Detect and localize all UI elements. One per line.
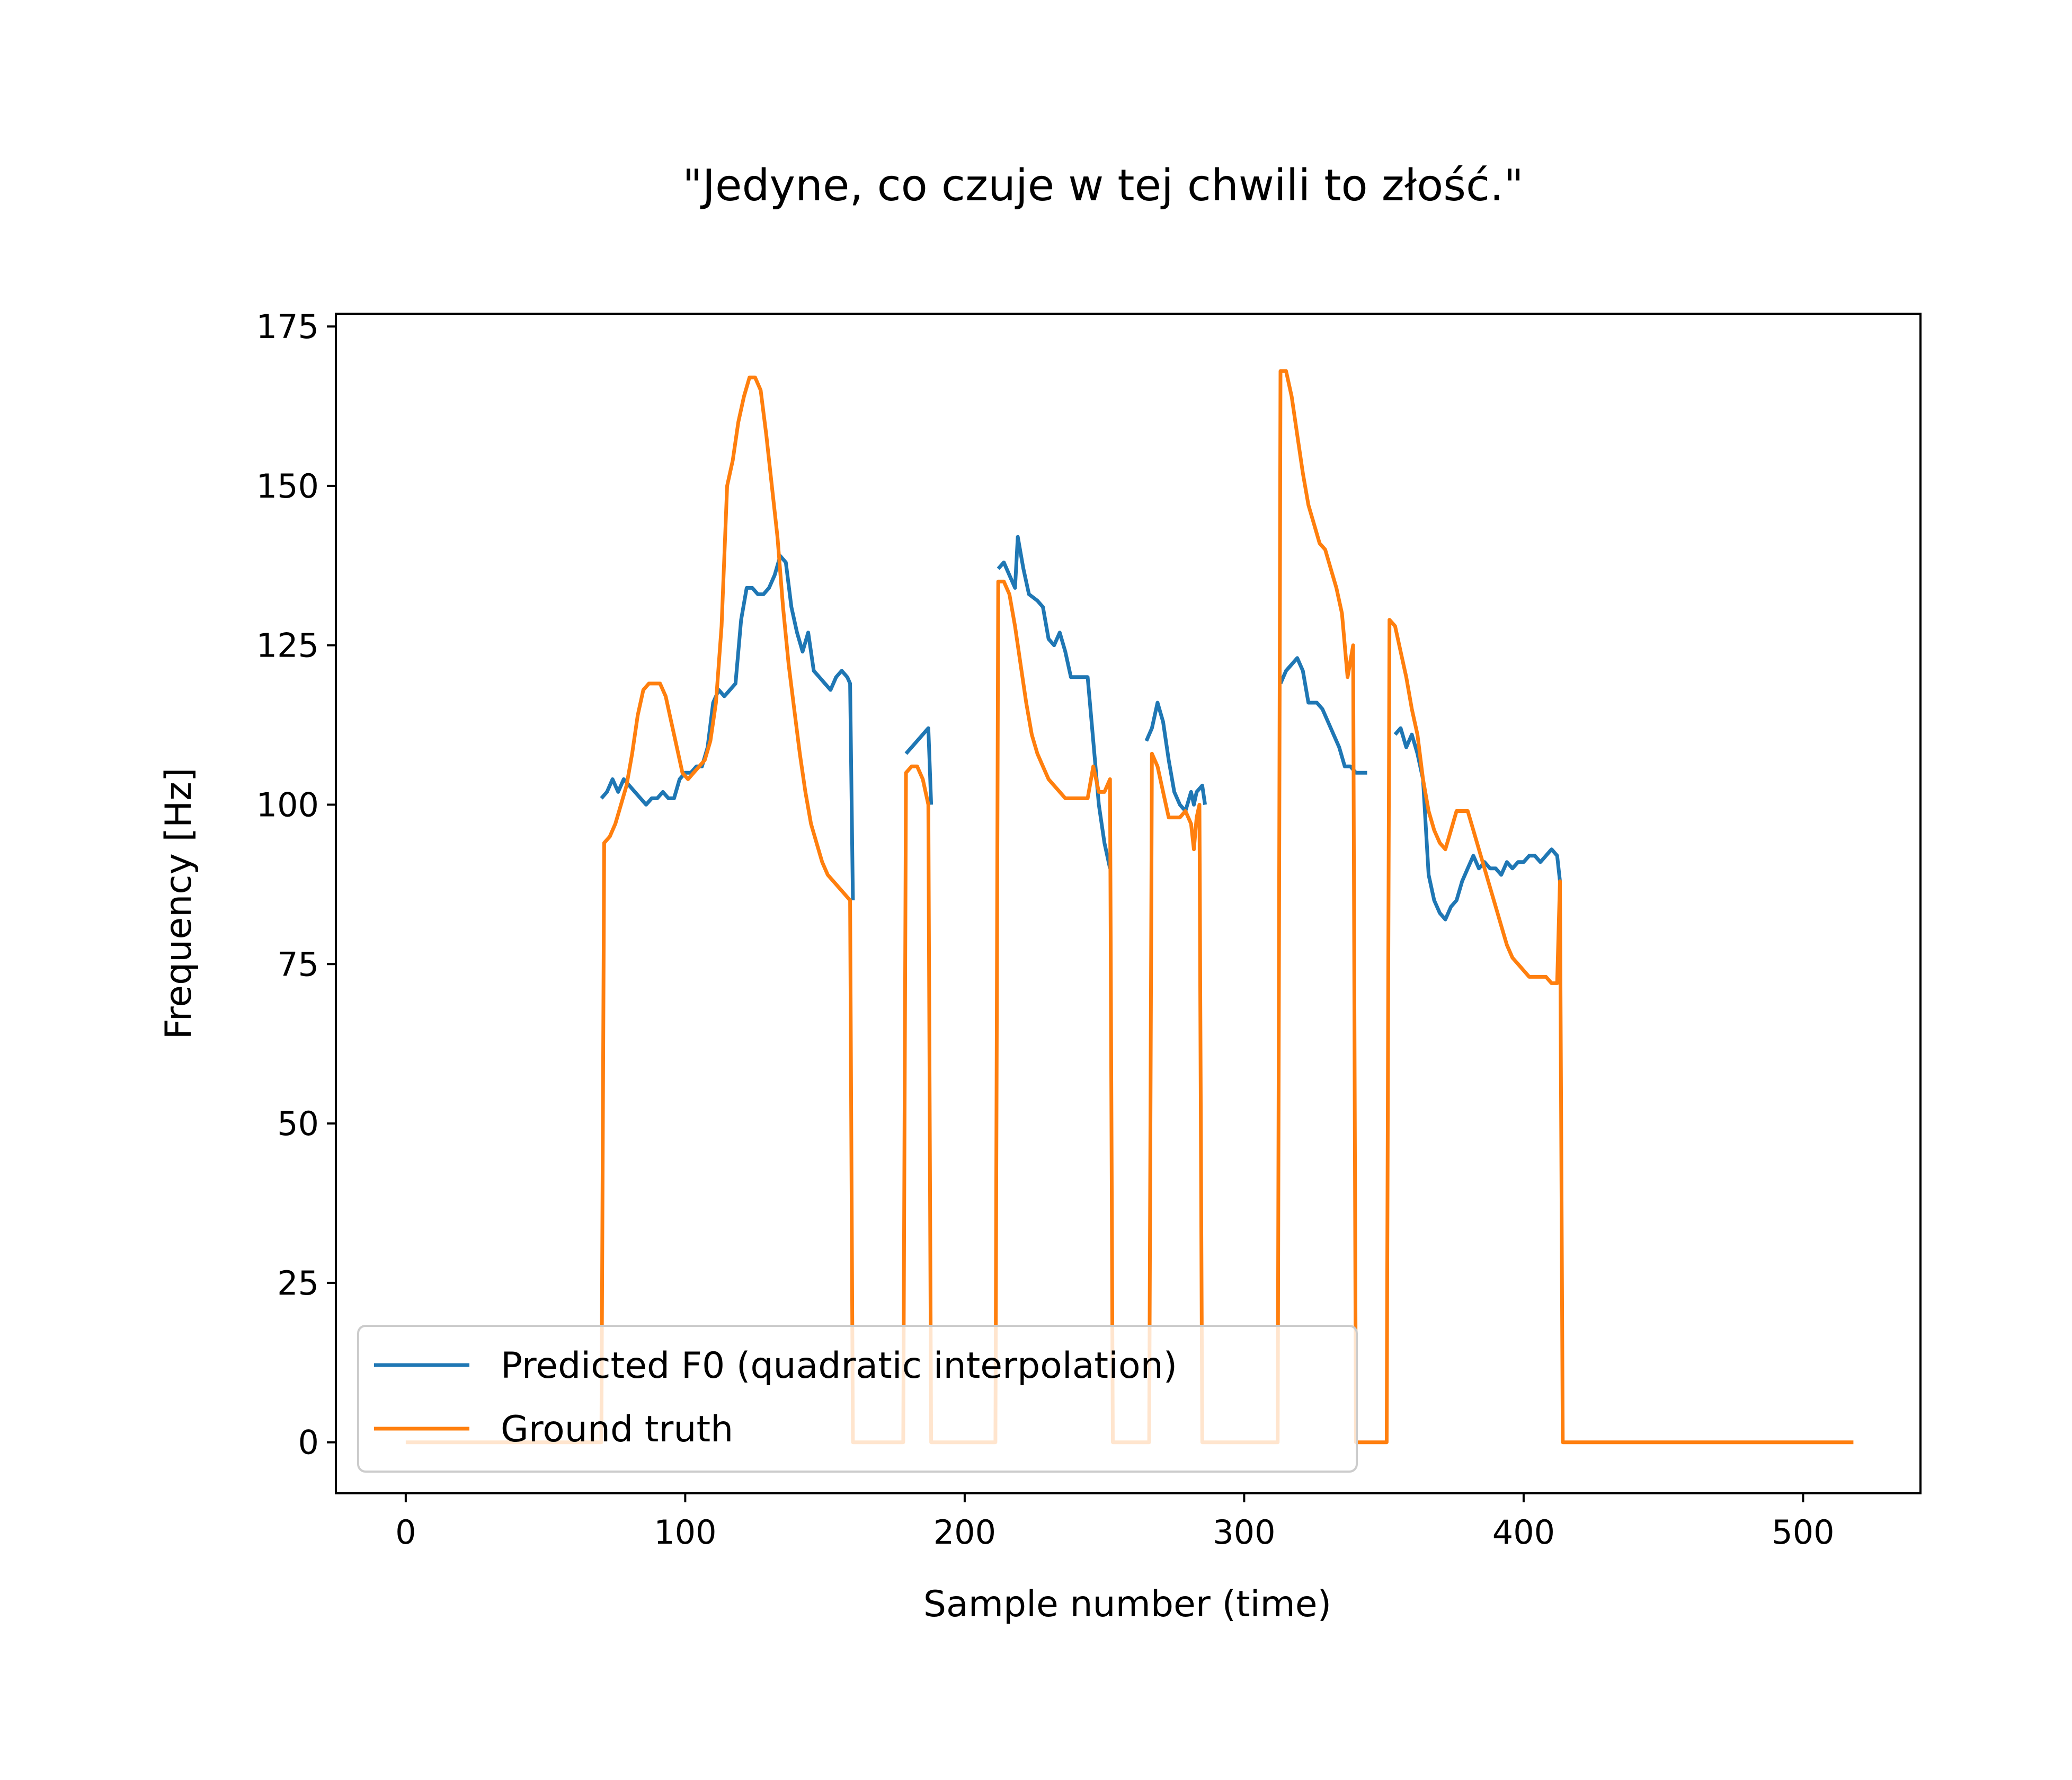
predicted-f0-line-segment-2 [904,726,933,805]
legend: Predicted F0 (quadratic interpolation) G… [357,1325,1358,1473]
predicted-f0-line-segment-4 [1144,701,1207,813]
x-tick-label-0: 0 [395,1513,416,1552]
plot-frame [335,313,1922,1494]
y-tick-label-150: 150 [256,467,319,506]
legend-entry-ground-truth: Ground truth [501,1409,733,1450]
y-axis-ticks: 0 25 50 75 100 125 150 175 [256,307,336,1462]
legend-entry-predicted: Predicted F0 (quadratic interpolation) [501,1345,1177,1387]
y-tick-label-100: 100 [256,785,319,824]
y-tick-label-75: 75 [277,945,319,984]
y-tick-label-25: 25 [277,1264,319,1303]
ground-truth-line [405,369,1854,1445]
y-tick-label-125: 125 [256,626,319,665]
x-axis-label: Sample number (time) [923,1583,1331,1625]
legend-box [357,1325,1358,1473]
y-tick-label-175: 175 [256,307,319,346]
x-tick-label-200: 200 [933,1513,996,1552]
x-tick-label-300: 300 [1213,1513,1275,1552]
y-axis-label: Frequency [Hz] [158,768,200,1040]
chart-title: "Jedyne, co czuje w tej chwili to złość.… [682,161,1524,211]
y-tick-label-0: 0 [298,1423,319,1462]
x-axis-ticks: 0 100 200 300 400 500 [395,1493,1835,1552]
y-tick-label-50: 50 [277,1104,319,1143]
x-tick-label-500: 500 [1772,1513,1834,1552]
plot-area [405,369,1854,1445]
predicted-f0-line-segment-3 [997,535,1112,869]
x-tick-label-400: 400 [1492,1513,1555,1552]
x-tick-label-100: 100 [654,1513,716,1552]
predicted-f0-line-segment-1 [600,554,855,901]
